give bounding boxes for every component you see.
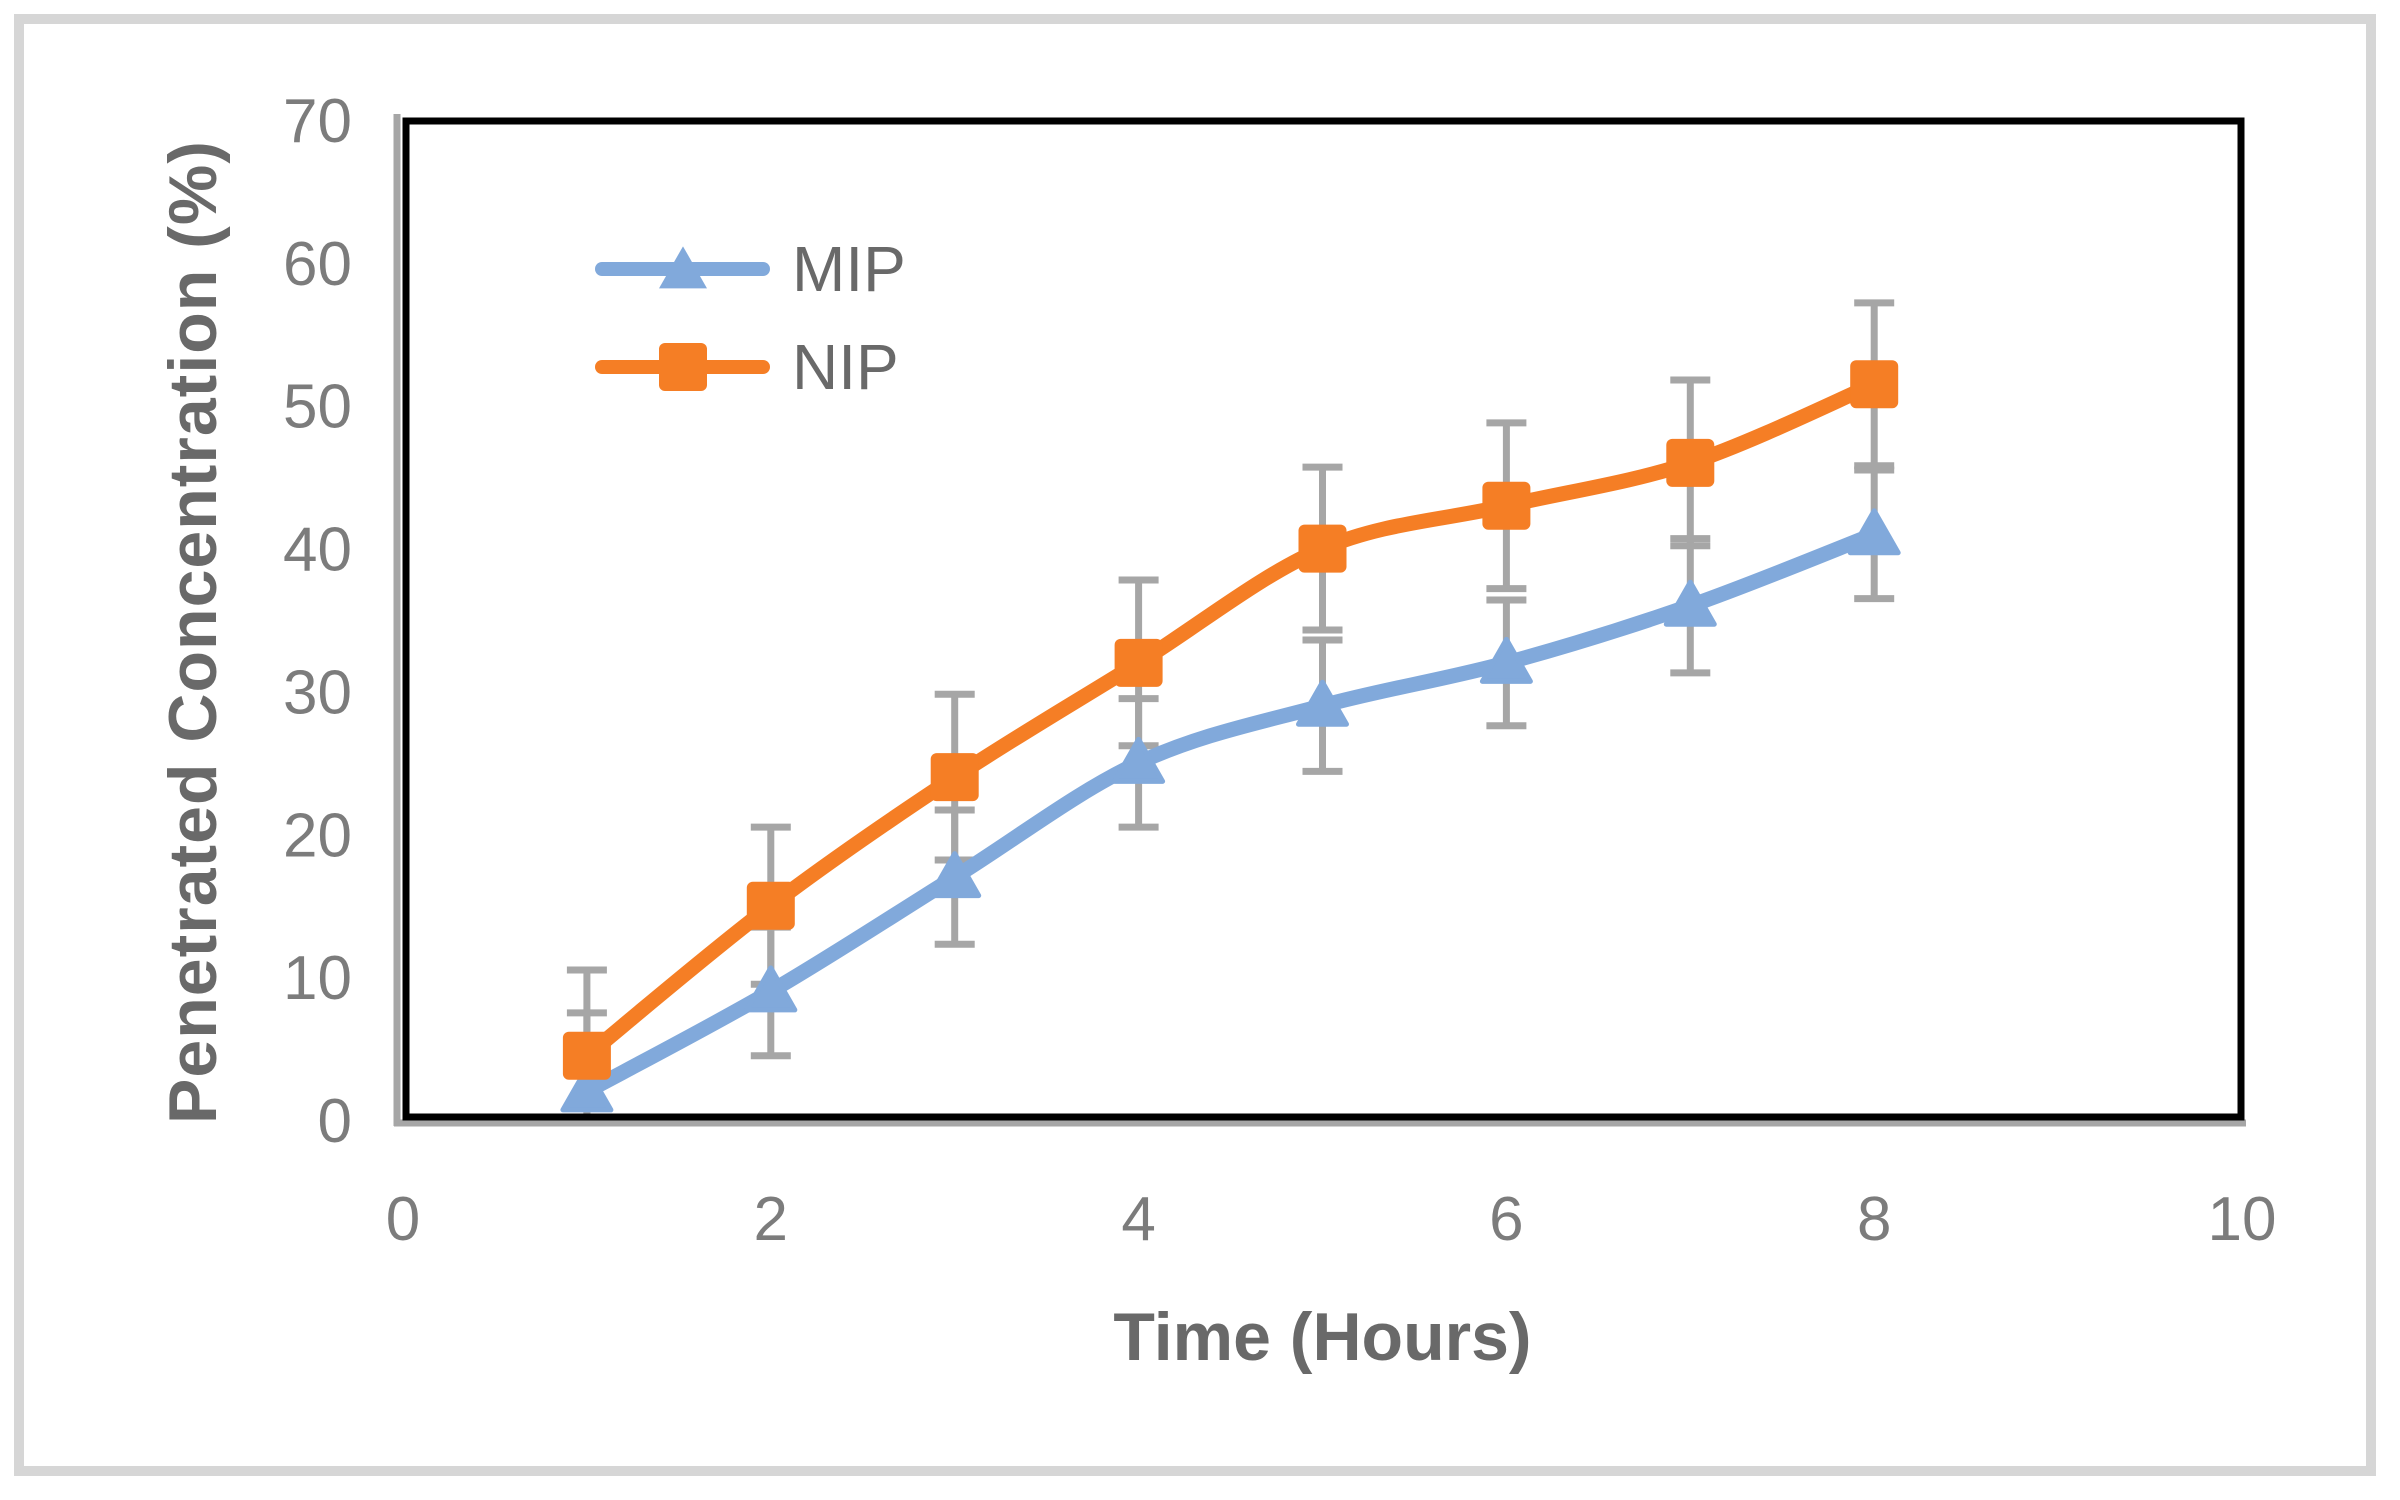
y-tick-label: 20 bbox=[283, 801, 352, 870]
x-tick-label: 0 bbox=[386, 1185, 420, 1254]
marker-triangle bbox=[1663, 579, 1717, 627]
y-tick-label: 60 bbox=[283, 230, 352, 299]
y-tick-label: 40 bbox=[283, 516, 352, 585]
y-tick-label: 0 bbox=[318, 1087, 352, 1156]
marker-square bbox=[930, 753, 979, 802]
y-tick-label: 50 bbox=[283, 373, 352, 442]
marker-triangle bbox=[744, 965, 798, 1013]
x-tick-label: 6 bbox=[1489, 1185, 1523, 1254]
marker-square bbox=[746, 881, 795, 930]
y-tick-label: 70 bbox=[283, 87, 352, 156]
y-tick-label: 10 bbox=[283, 944, 352, 1013]
legend-item-mip: MIP bbox=[595, 233, 906, 305]
marker-triangle bbox=[1479, 636, 1533, 684]
marker-triangle bbox=[928, 851, 982, 899]
y-tick-label: 30 bbox=[283, 658, 352, 727]
marker-triangle bbox=[1847, 508, 1901, 556]
legend-item-nip: NIP bbox=[595, 331, 906, 403]
marker-square bbox=[1666, 438, 1715, 487]
x-tick-label: 10 bbox=[2208, 1185, 2277, 1254]
legend: MIP NIP bbox=[595, 233, 906, 432]
marker-square bbox=[1850, 360, 1899, 409]
marker-triangle bbox=[1112, 736, 1166, 784]
marker-square bbox=[1298, 524, 1347, 573]
x-tick-label: 4 bbox=[1121, 1185, 1155, 1254]
marker-square bbox=[562, 1031, 611, 1080]
marker-triangle bbox=[1296, 679, 1349, 727]
mip-line-triangle-icon bbox=[595, 236, 770, 302]
y-axis-title: Penetrated Concentration (%) bbox=[155, 140, 231, 1124]
nip-line-square-icon bbox=[595, 334, 770, 400]
marker-triangle bbox=[560, 1065, 614, 1113]
x-axis-title: Time (Hours) bbox=[1113, 1299, 1532, 1375]
legend-label-nip: NIP bbox=[792, 331, 899, 403]
plot-border bbox=[402, 117, 2245, 1121]
marker-square bbox=[1114, 638, 1163, 687]
legend-label-mip: MIP bbox=[792, 233, 906, 305]
x-tick-label: 8 bbox=[1857, 1185, 1891, 1254]
marker-square bbox=[1482, 481, 1531, 530]
x-tick-label: 2 bbox=[754, 1185, 788, 1254]
